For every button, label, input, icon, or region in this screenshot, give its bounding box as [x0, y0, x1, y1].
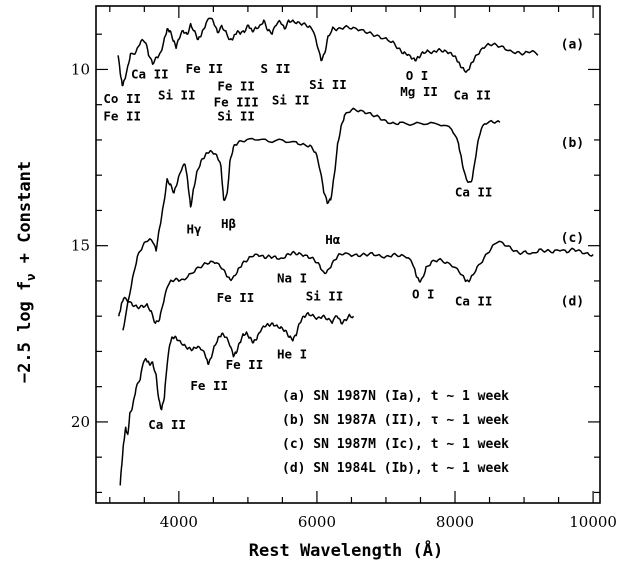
- x-axis-ticks: 4000 6000 8000 10000: [109, 6, 617, 531]
- series-tag-d: (d): [561, 295, 584, 310]
- line-annotation: Fe II: [217, 290, 255, 305]
- spectrum-line-c: [118, 240, 594, 324]
- y-axis-title: −2.5 log fν + Constant: [15, 161, 38, 383]
- line-annotation: O I: [412, 287, 435, 302]
- line-annotation: Ca II: [131, 66, 169, 81]
- y-tick-label: 10: [71, 60, 90, 78]
- line-annotation: Ca II: [455, 294, 493, 309]
- line-annotation: Hβ: [221, 216, 236, 231]
- series-tags: (a) (b) (c) (d): [561, 37, 584, 309]
- line-annotation: Ca II: [148, 417, 186, 432]
- line-annotation: Si II: [158, 87, 196, 102]
- legend-entry-c: (c) SN 1987M (Ic), t ∼ 1 week: [282, 437, 509, 452]
- line-annotation: Mg II: [400, 84, 438, 99]
- spectrum-line-b: [122, 107, 501, 331]
- line-annotation: He I: [277, 346, 307, 361]
- x-tick-label: 6000: [298, 513, 336, 531]
- line-annotation: Fe III: [214, 94, 259, 109]
- plot-frame: [95, 5, 601, 504]
- line-annotation: Ca II: [453, 87, 491, 102]
- y-axis-title-tail: + Constant: [15, 161, 35, 274]
- y-axis-ticks: 10 15 20: [71, 33, 600, 494]
- line-annotation: Ca II: [455, 184, 493, 199]
- legend-entry-d: (d) SN 1984L (Ib), t ∼ 1 week: [282, 461, 509, 476]
- x-tick-label: 4000: [160, 513, 198, 531]
- line-annotation: Fe II: [103, 109, 141, 124]
- legend-entry-b: (b) SN 1987A (II), τ ∼ 1 week: [282, 413, 509, 428]
- line-annotation: Si II: [217, 109, 255, 124]
- x-axis-title: Rest Wavelength (Å): [249, 538, 443, 561]
- line-annotation: Hα: [325, 232, 341, 247]
- y-tick-label: 15: [71, 237, 90, 255]
- plot-border: [95, 5, 601, 504]
- line-annotation: Fe II: [226, 357, 264, 372]
- legend-entry-a: (a) SN 1987N (Ia), t ∼ 1 week: [282, 389, 509, 404]
- line-annotation: Si II: [309, 77, 347, 92]
- line-annotation: S II: [260, 61, 290, 76]
- y-axis-title-subscript: ν: [24, 274, 38, 281]
- line-annotation: O I: [406, 68, 429, 83]
- line-annotation: Fe II: [217, 79, 255, 94]
- line-annotation: Fe II: [186, 61, 224, 76]
- series-tag-c: (c): [561, 231, 584, 246]
- series-tag-a: (a): [561, 37, 584, 52]
- legend: (a) SN 1987N (Ia), t ∼ 1 week (b) SN 1987…: [282, 389, 509, 476]
- y-axis-title-main: −2.5 log f: [15, 281, 35, 383]
- line-annotation: Si II: [306, 288, 344, 303]
- line-annotation: Si II: [272, 93, 310, 108]
- series-tag-b: (b): [561, 136, 584, 151]
- x-tick-label: 10000: [569, 513, 617, 531]
- y-tick-label: 20: [71, 413, 90, 431]
- line-annotation: Co II: [103, 91, 141, 106]
- line-annotation: Fe II: [190, 378, 228, 393]
- spectrum-line-a: [117, 17, 539, 87]
- x-tick-label: 8000: [436, 513, 474, 531]
- spectrum-line-d: [119, 311, 355, 486]
- spectra-series: [117, 17, 594, 486]
- line-annotation: Na I: [277, 271, 307, 286]
- line-annotation: Hγ: [187, 221, 203, 236]
